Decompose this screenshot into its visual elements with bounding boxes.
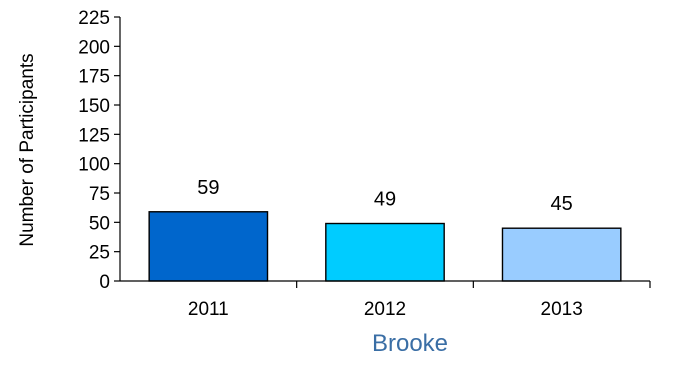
y-tick-label: 75 <box>89 184 110 205</box>
bar-2011 <box>148 211 269 282</box>
y-axis-ticks: 0 25 50 75 100 125 150 175 200 225 <box>78 8 120 293</box>
y-tick-label: 225 <box>78 8 110 29</box>
data-label-2012: 49 <box>374 189 396 211</box>
y-axis-title: Number of Participants <box>17 53 38 246</box>
data-labels: 59 49 45 <box>197 177 573 215</box>
x-tick-label-2013: 2013 <box>541 299 583 320</box>
bars <box>148 211 622 282</box>
x-tick-label-2012: 2012 <box>364 299 406 320</box>
bar-2012 <box>325 222 445 282</box>
y-tick-label: 175 <box>78 67 110 88</box>
y-tick-label: 100 <box>78 155 110 176</box>
bar-2013 <box>501 227 622 282</box>
y-tick-label: 125 <box>78 125 110 146</box>
data-label-2013: 45 <box>551 193 573 215</box>
data-label-2011: 59 <box>197 177 219 199</box>
x-axis-ticks: 2011 2012 2013 <box>188 281 651 320</box>
y-tick-label: 0 <box>99 272 110 293</box>
x-axis-title: Brooke <box>372 330 448 357</box>
x-tick-label-2011: 2011 <box>188 299 229 320</box>
y-tick-label: 50 <box>89 213 110 234</box>
y-tick-label: 150 <box>78 96 110 117</box>
y-tick-label: 200 <box>78 37 110 58</box>
y-tick-label: 25 <box>89 243 110 264</box>
